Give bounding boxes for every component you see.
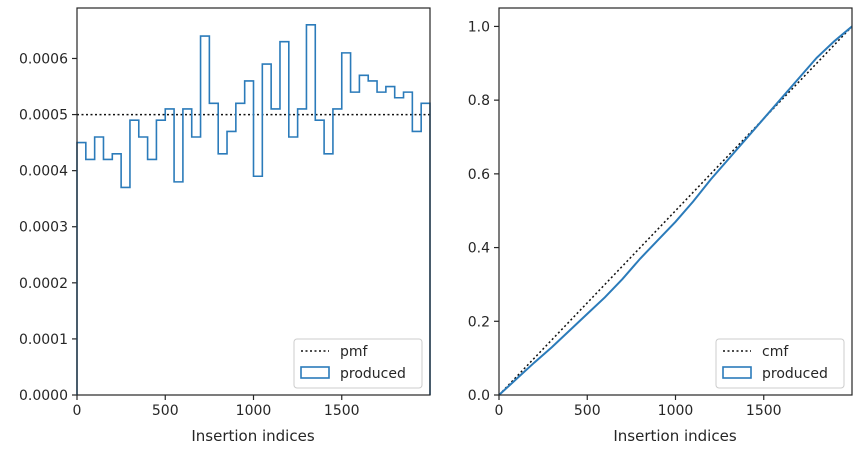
- left-x-tick-label: 1500: [324, 403, 360, 419]
- right-legend-produced-label: produced: [762, 366, 828, 382]
- right-y-tick-label: 0.2: [468, 314, 490, 330]
- left-y-tick-label: 0.0006: [19, 51, 68, 67]
- right-x-tick-label: 1000: [658, 403, 694, 419]
- left-y-tick-label: 0.0004: [19, 164, 68, 180]
- right-x-tick-label: 0: [495, 403, 504, 419]
- right-x-axis-title: Insertion indices: [613, 427, 736, 445]
- right-y-tick-label: 0.8: [468, 93, 490, 109]
- right-legend: cmf produced: [715, 338, 845, 389]
- right-legend-cmf-label: cmf: [762, 344, 789, 360]
- right-x-tick-label: 500: [574, 403, 601, 419]
- left-y-tick-label: 0.0005: [19, 108, 68, 124]
- right-plot-area: [499, 8, 852, 395]
- left-y-tick-label: 0.0003: [19, 220, 68, 236]
- right-y-tick-label: 0.4: [468, 241, 490, 257]
- cmf-panel: 0 500 1000 1500 0.0 0.2 0.4 0.6 0.8 1.0 Insertion…: [468, 7, 853, 445]
- left-x-tick-label: 1000: [236, 403, 272, 419]
- left-plot-frame: [76, 7, 431, 396]
- right-y-tick-label: 1.0: [468, 19, 490, 35]
- right-plot-frame: [498, 7, 853, 396]
- left-legend-produced-label: produced: [340, 366, 406, 382]
- right-legend-produced-swatch: [722, 366, 752, 379]
- left-legend-box: [293, 338, 423, 389]
- right-legend-box: [715, 338, 845, 389]
- left-y-tick-label: 0.0001: [19, 332, 68, 348]
- right-y-tick-label: 0.6: [468, 167, 490, 183]
- produced-histogram-step: [76, 24, 431, 395]
- left-y-tick-label: 0.0002: [19, 276, 68, 292]
- left-x-tick-label: 500: [152, 403, 179, 419]
- left-plot-area: [77, 8, 430, 395]
- left-legend-pmf-label: pmf: [340, 344, 369, 360]
- left-y-tick-label: 0.0000: [19, 388, 68, 404]
- right-y-tick-label: 0.0: [468, 388, 490, 404]
- left-x-axis-title: Insertion indices: [191, 427, 314, 445]
- left-legend-produced-swatch: [300, 366, 330, 379]
- left-x-tick-label: 0: [73, 403, 82, 419]
- left-legend: pmf produced: [293, 338, 423, 389]
- right-x-tick-label: 1500: [746, 403, 782, 419]
- produced-cumulative-line: [498, 25, 853, 396]
- pmf-histogram-panel: 0 500 1000 1500 0.0000 0.0001 0.0002 0.0003 0.00…: [19, 7, 431, 445]
